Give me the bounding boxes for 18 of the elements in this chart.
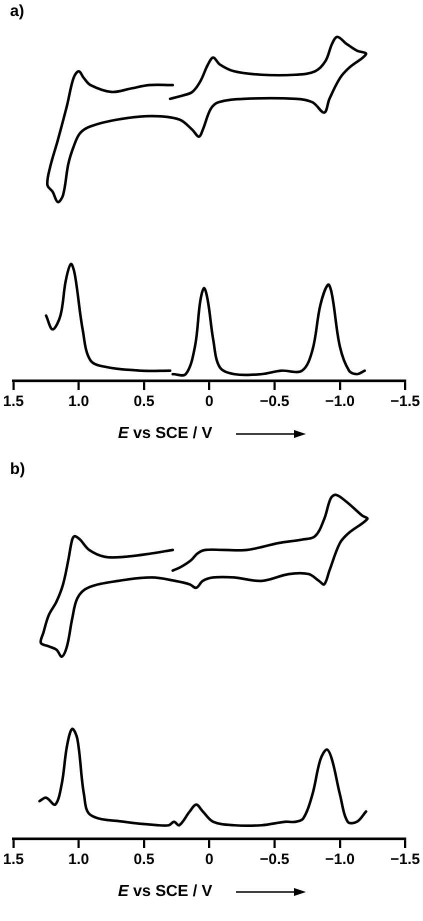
x-axis-title: E vs SCE / V (118, 883, 212, 900)
chart-title: b) (9, 460, 26, 480)
x-axis-title: E vs SCE / V (118, 425, 212, 442)
x-tick-label: 0 (205, 851, 214, 868)
x-tick-label: 1.0 (68, 393, 90, 410)
x-tick-label: 1.0 (68, 851, 90, 868)
x-tick-label: −0.5 (260, 393, 290, 410)
x-tick-label: −1.5 (390, 393, 420, 410)
x-tick-label: −1.0 (325, 851, 355, 868)
x-tick-label: 0.5 (134, 393, 154, 410)
chart-title: a) (9, 2, 26, 22)
x-tick-label: −0.5 (260, 851, 290, 868)
x-tick-label: −1.5 (390, 851, 420, 868)
x-tick-label: −1.0 (325, 393, 355, 410)
x-tick-label: 1.5 (2, 393, 24, 410)
x-tick-label: 1.5 (2, 851, 24, 868)
x-tick-label: 0 (205, 393, 214, 410)
x-tick-label: 0.5 (134, 851, 154, 868)
